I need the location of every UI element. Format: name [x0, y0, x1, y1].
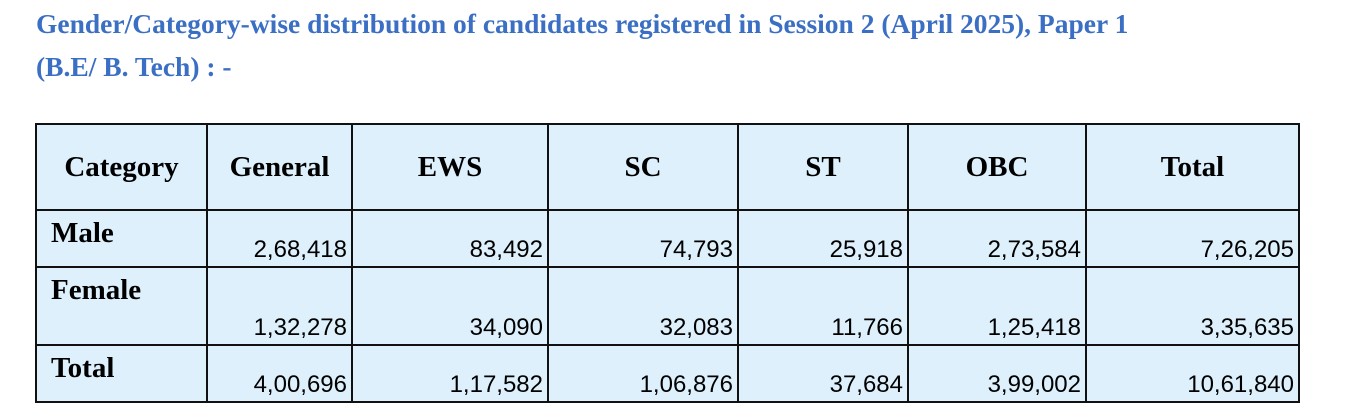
- header-obc: OBC: [907, 123, 1087, 211]
- cell-female-st: 11,766: [737, 266, 909, 346]
- cell-female-sc: 32,083: [547, 266, 739, 346]
- cell-total-total: 10,61,840: [1085, 344, 1300, 403]
- header-general: General: [206, 123, 353, 211]
- row-label-female: Female: [35, 266, 208, 346]
- cell-male-obc: 2,73,584: [907, 209, 1087, 268]
- row-label-male: Male: [35, 209, 208, 268]
- cell-female-total: 3,35,635: [1085, 266, 1300, 346]
- cell-female-ews: 34,090: [351, 266, 549, 346]
- header-row: Category General EWS SC ST OBC Total: [35, 123, 1300, 211]
- header-ews: EWS: [351, 123, 549, 211]
- cell-total-obc: 3,99,002: [907, 344, 1087, 403]
- cell-male-sc: 74,793: [547, 209, 739, 268]
- cell-total-general: 4,00,696: [206, 344, 353, 403]
- distribution-table: Category General EWS SC ST OBC Total Mal…: [35, 123, 1300, 403]
- cell-total-ews: 1,17,582: [351, 344, 549, 403]
- cell-male-st: 25,918: [737, 209, 909, 268]
- header-st: ST: [737, 123, 909, 211]
- row-label-total: Total: [35, 344, 208, 403]
- header-total: Total: [1085, 123, 1300, 211]
- heading-line-2: (B.E/ B. Tech) : -: [36, 51, 232, 82]
- cell-male-total: 7,26,205: [1085, 209, 1300, 268]
- table-row-total: Total 4,00,696 1,17,582 1,06,876 37,684 …: [35, 344, 1300, 403]
- cell-total-sc: 1,06,876: [547, 344, 739, 403]
- page-heading: Gender/Category-wise distribution of can…: [36, 2, 1356, 88]
- cell-male-ews: 83,492: [351, 209, 549, 268]
- header-sc: SC: [547, 123, 739, 211]
- table-row-female: Female 1,32,278 34,090 32,083 11,766 1,2…: [35, 266, 1300, 346]
- heading-line-1: Gender/Category-wise distribution of can…: [36, 8, 1129, 39]
- cell-male-general: 2,68,418: [206, 209, 353, 268]
- table-row-male: Male 2,68,418 83,492 74,793 25,918 2,73,…: [35, 209, 1300, 268]
- cell-female-obc: 1,25,418: [907, 266, 1087, 346]
- header-category: Category: [35, 123, 208, 211]
- cell-female-general: 1,32,278: [206, 266, 353, 346]
- cell-total-st: 37,684: [737, 344, 909, 403]
